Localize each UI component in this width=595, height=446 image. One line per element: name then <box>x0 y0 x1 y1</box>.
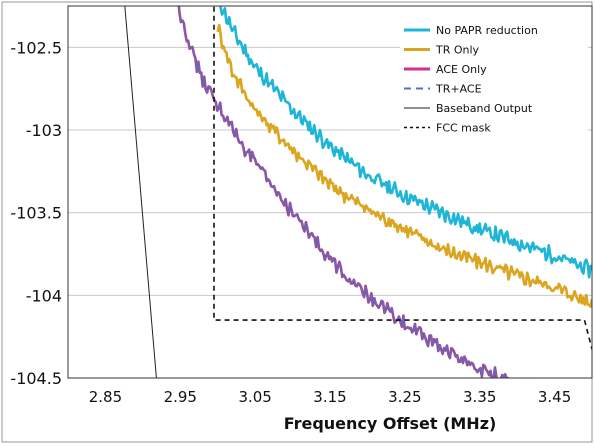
x-axis-label: Frequency Offset (MHz) <box>284 414 497 433</box>
plot-border <box>67 5 593 379</box>
y-tick-label: -104 <box>26 286 62 305</box>
legend-label: ACE Only <box>436 63 487 76</box>
legend-label: No PAPR reduction <box>436 24 538 37</box>
y-tick-label: -103 <box>26 121 62 140</box>
x-tick-label: 3.35 <box>463 388 496 406</box>
x-tick-label: 2.85 <box>89 388 122 406</box>
x-tick-label: 3.05 <box>238 388 271 406</box>
y-tick-label: -104.5 <box>10 369 62 388</box>
series-line-no-papr-reduction <box>219 6 592 279</box>
series-line-tr-ace <box>178 6 534 378</box>
x-tick-label: 2.95 <box>164 388 197 406</box>
y-tick-label: -102.5 <box>10 38 62 57</box>
legend-label: Baseband Output <box>436 102 533 115</box>
series-line-tr-only <box>216 23 592 308</box>
legend-label: TR Only <box>435 44 480 57</box>
legend-label: TR+ACE <box>435 83 482 96</box>
legend-label: FCC mask <box>436 122 491 135</box>
series-line-fcc-mask <box>213 6 592 353</box>
x-tick-label: 3.25 <box>388 388 421 406</box>
x-tick-label: 3.15 <box>313 388 346 406</box>
series-line-baseband-output <box>124 6 157 378</box>
y-tick-label: -103.5 <box>10 204 62 223</box>
x-tick-label: 3.45 <box>538 388 571 406</box>
legend-box <box>400 14 588 135</box>
